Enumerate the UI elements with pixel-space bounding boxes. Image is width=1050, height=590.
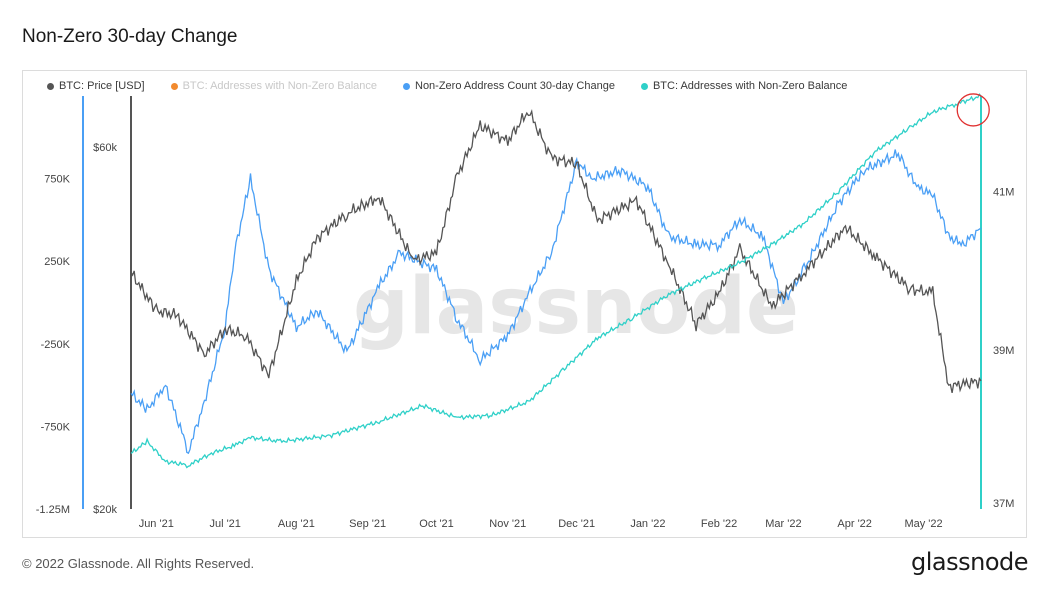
change-axis-tick: 750K [44,174,70,186]
change-axis-tick: 250K [44,256,70,268]
watermark: glassnode [353,262,799,352]
x-axis-tick: Sep '21 [349,518,386,530]
x-axis-tick: Aug '21 [278,518,315,530]
legend-label: BTC: Addresses with Non-Zero Balance [182,80,377,92]
page-title: Non-Zero 30-day Change [22,26,238,47]
x-axis-tick: Jul '21 [209,518,240,530]
legend-item-btc-price[interactable]: BTC: Price [USD] [47,80,145,92]
chart-plot: glassnode 750K 250K -250K -750K -1.25M $60k $2… [36,93,1014,530]
dot-icon [47,82,54,90]
dot-icon [640,82,648,90]
copyright-text: © 2022 Glassnode. All Rights Reserved. [22,556,255,571]
x-axis-tick: Nov '21 [489,518,526,530]
x-axis-tick: Jan '22 [630,518,665,530]
address-axis-tick: 41M [993,186,1014,198]
change-axis-tick: -1.25M [36,504,70,516]
series-line-30-day-change [130,149,982,455]
chart-legend: BTC: Price [USD] BTC: Addresses with Non… [47,80,873,92]
x-axis-tick: Feb '22 [701,518,737,530]
legend-item-non-zero-balance-hidden[interactable]: BTC: Addresses with Non-Zero Balance [170,80,377,92]
x-axis-tick: Oct '21 [419,518,454,530]
dot-icon [403,82,410,90]
highlight-circle-annotation [956,93,990,127]
brand-logo: glassnode [910,548,1029,576]
address-axis-tick: 39M [993,345,1014,357]
legend-item-30-day-change[interactable]: Non-Zero Address Count 30-day Change [403,80,615,92]
x-axis-tick: Dec '21 [558,518,595,530]
series-line-btc-price [130,109,982,394]
legend-label: Non-Zero Address Count 30-day Change [415,80,615,92]
legend-label: BTC: Price [USD] [59,80,145,92]
x-axis-tick: May '22 [904,518,942,530]
dot-icon [170,82,178,90]
price-axis-tick: $60k [93,142,117,154]
address-axis-tick: 37M [993,498,1014,510]
legend-item-non-zero-balance[interactable]: BTC: Addresses with Non-Zero Balance [640,80,848,92]
change-axis-tick: -250K [41,339,71,351]
chart-card: BTC: Price [USD] BTC: Addresses with Non… [22,70,1027,538]
x-axis-tick: Mar '22 [765,518,801,530]
price-axis-tick: $20k [93,504,117,516]
x-axis-tick: Jun '21 [139,518,174,530]
series-line-non-zero-balance [130,93,982,469]
legend-label: BTC: Addresses with Non-Zero Balance [652,80,848,92]
change-axis-tick: -750K [41,421,71,433]
x-axis-tick: Apr '22 [837,518,872,530]
